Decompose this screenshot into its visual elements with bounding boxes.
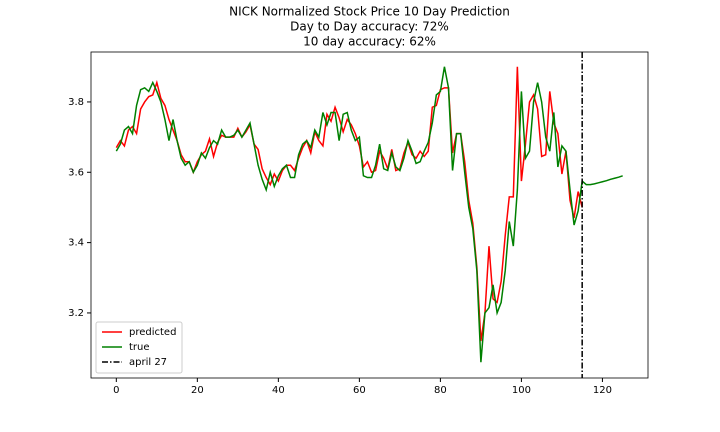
chart-subtitle: Day to Day accuracy: 72% (290, 20, 449, 34)
x-tick-label: 0 (113, 385, 119, 396)
legend-box (95, 321, 183, 374)
plot-frame (90, 51, 649, 379)
x-tick-label: 20 (191, 385, 204, 396)
y-tick-label: 3.4 (68, 238, 84, 249)
y-tick-label: 3.8 (68, 97, 84, 108)
x-tick-label: 80 (434, 385, 447, 396)
x-tick-label: 100 (512, 385, 531, 396)
legend-label: true (129, 342, 150, 353)
y-tick-label: 3.2 (68, 308, 84, 319)
chart-title: NICK Normalized Stock Price 10 Day Predi… (229, 5, 510, 19)
legend-label: april 27 (129, 357, 167, 368)
legend-label: predicted (129, 327, 176, 338)
y-tick-label: 3.6 (68, 167, 84, 178)
series-line (115, 66, 623, 363)
x-tick-label: 120 (593, 385, 612, 396)
x-tick-label: 60 (353, 385, 366, 396)
x-tick-label: 40 (272, 385, 285, 396)
chart-subtitle: 10 day accuracy: 62% (303, 35, 436, 49)
